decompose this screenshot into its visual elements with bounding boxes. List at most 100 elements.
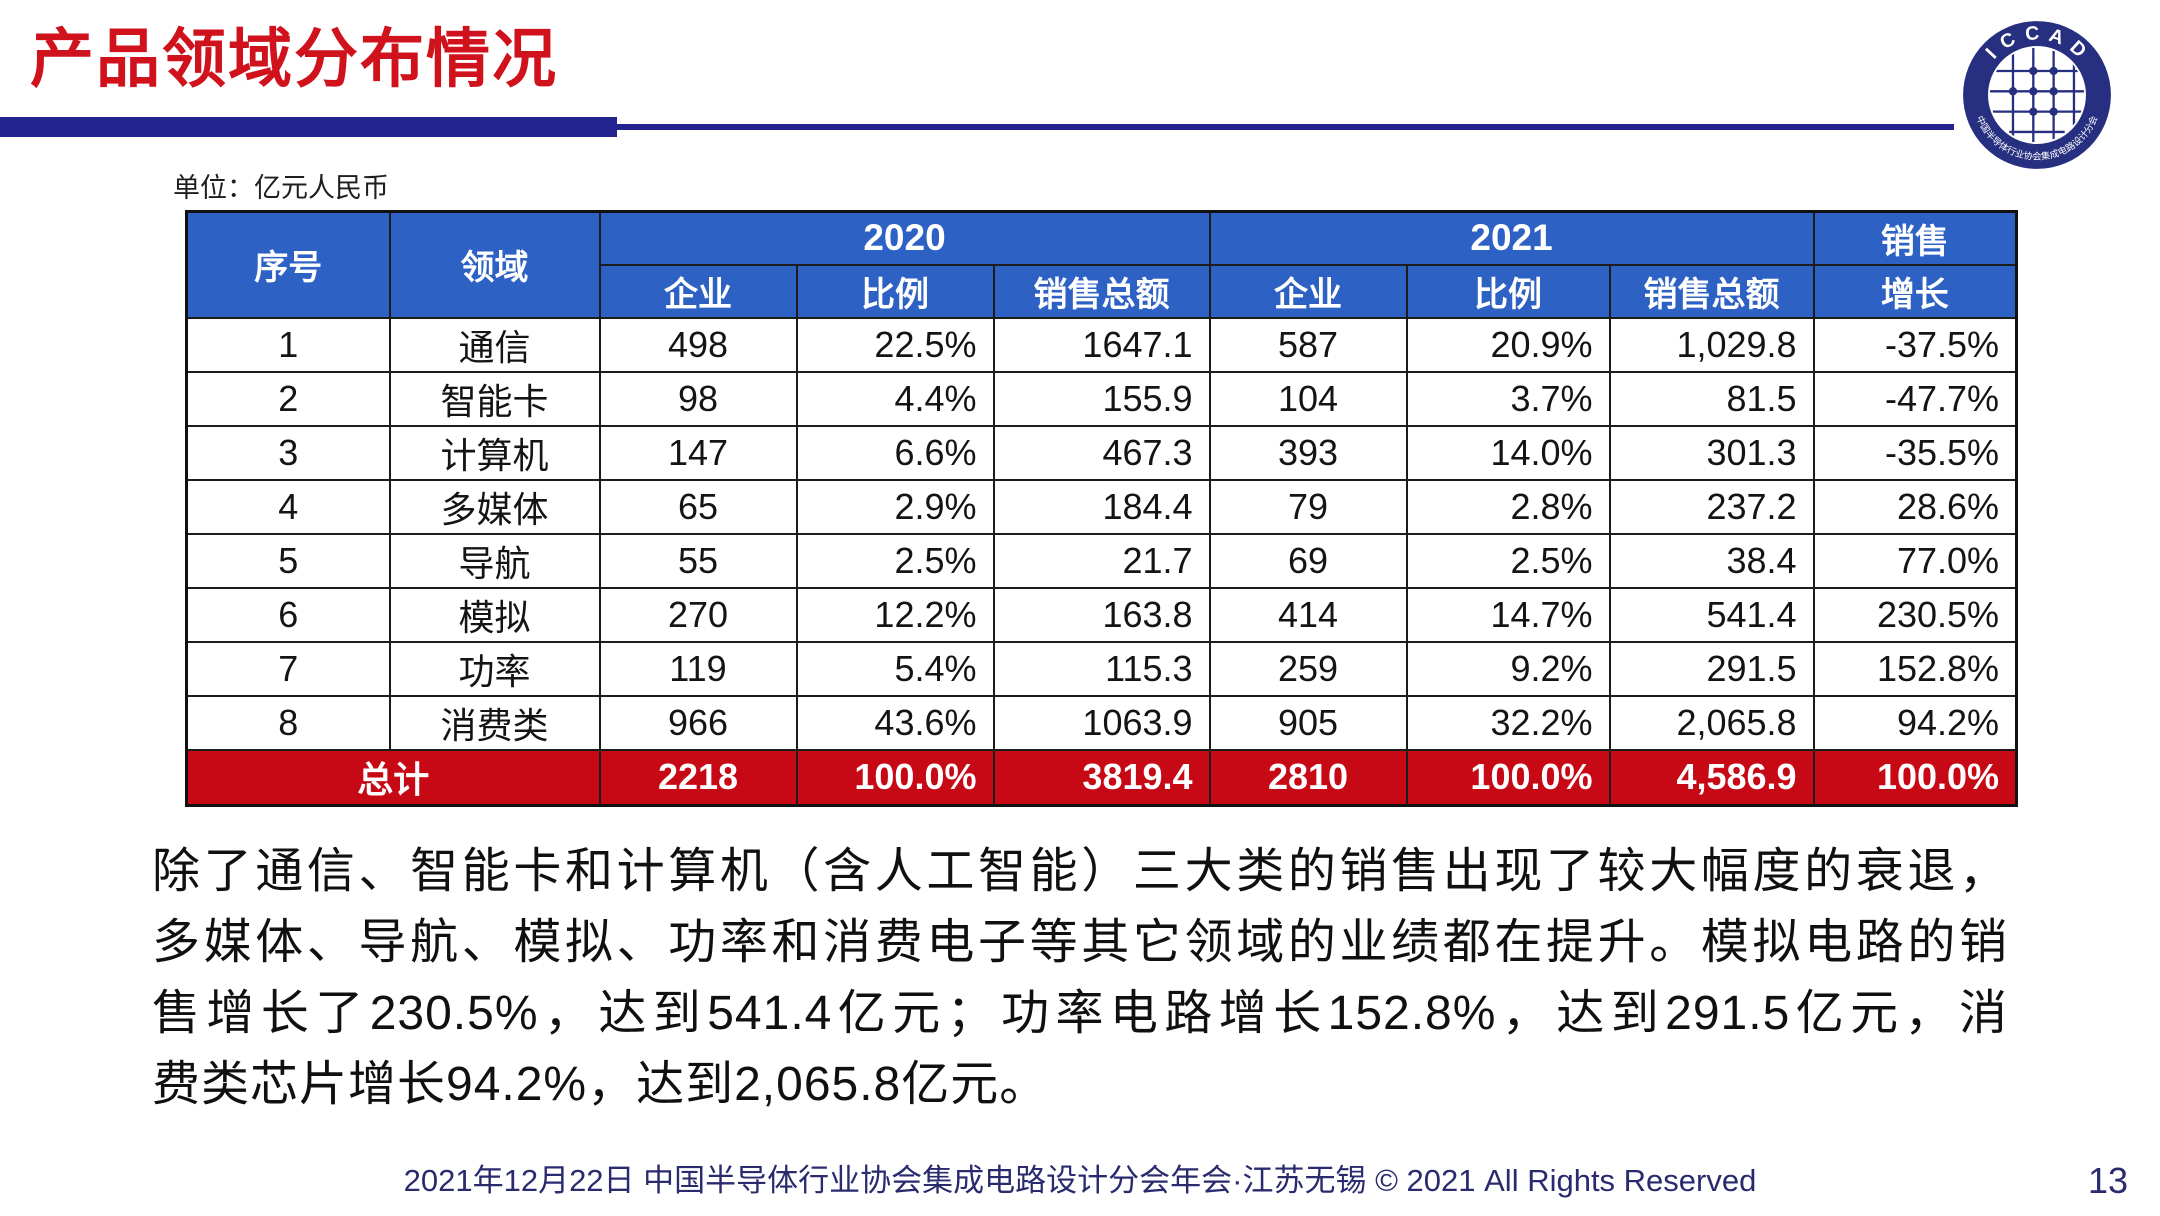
cell-field: 功率: [388, 640, 601, 697]
table-row: 2 智能卡 98 4.4% 155.9 104 3.7% 81.5 -47.7%: [185, 370, 2018, 427]
total-sales-2021: 4,586.9: [1608, 748, 1815, 806]
body-line: 除了通信、智能卡和计算机（含人工智能）三大类的销售出现了较大幅度的衰退，: [152, 845, 2008, 898]
cell-growth: 77.0%: [1812, 532, 2018, 589]
iccad-logo: I C C A D 中国半导体行业协会集成电路设计分会: [1963, 21, 2111, 169]
unit-label: 单位：亿元人民币: [173, 173, 389, 203]
cell-company-2020: 966: [598, 694, 798, 751]
cell-ratio-2021: 2.8%: [1405, 478, 1611, 535]
cell-field: 计算机: [388, 424, 601, 481]
header-company-2020: 企业: [598, 263, 798, 319]
total-label: 总计: [185, 748, 601, 806]
body-line: 多媒体、导航、模拟、功率和消费电子等其它领域的业绩都在提升。模拟电路的销: [152, 916, 2008, 969]
cell-growth: -35.5%: [1812, 424, 2018, 481]
cell-ratio-2021: 32.2%: [1405, 694, 1611, 751]
cell-index: 2: [185, 370, 391, 427]
table-row: 7 功率 119 5.4% 115.3 259 9.2% 291.5 152.8…: [185, 640, 2018, 697]
cell-sales-2020: 115.3: [992, 640, 1211, 697]
cell-ratio-2020: 43.6%: [795, 694, 995, 751]
cell-index: 5: [185, 532, 391, 589]
cell-ratio-2020: 12.2%: [795, 586, 995, 643]
cell-index: 6: [185, 586, 391, 643]
cell-field: 通信: [388, 316, 601, 373]
cell-ratio-2020: 6.6%: [795, 424, 995, 481]
cell-growth: 152.8%: [1812, 640, 2018, 697]
cell-ratio-2020: 2.5%: [795, 532, 995, 589]
cell-sales-2020: 163.8: [992, 586, 1211, 643]
cell-company-2020: 498: [598, 316, 798, 373]
total-ratio-2020: 100.0%: [795, 748, 995, 806]
cell-company-2021: 414: [1208, 586, 1408, 643]
cell-company-2021: 393: [1208, 424, 1408, 481]
header-index: 序号: [185, 210, 391, 319]
cell-company-2021: 104: [1208, 370, 1408, 427]
header-sales-2020: 销售总额: [992, 263, 1211, 319]
cell-index: 8: [185, 694, 391, 751]
cell-sales-2021: 81.5: [1608, 370, 1815, 427]
total-company-2021: 2810: [1208, 748, 1408, 806]
cell-company-2020: 98: [598, 370, 798, 427]
cell-field: 导航: [388, 532, 601, 589]
cell-sales-2020: 155.9: [992, 370, 1211, 427]
cell-field: 模拟: [388, 586, 601, 643]
table-row: 4 多媒体 65 2.9% 184.4 79 2.8% 237.2 28.6%: [185, 478, 2018, 535]
cell-sales-2020: 1063.9: [992, 694, 1211, 751]
cell-index: 1: [185, 316, 391, 373]
cell-company-2020: 119: [598, 640, 798, 697]
cell-ratio-2021: 14.7%: [1405, 586, 1611, 643]
cell-growth: -37.5%: [1812, 316, 2018, 373]
total-growth: 100.0%: [1812, 748, 2018, 806]
table-total-row: 总计 2218 100.0% 3819.4 2810 100.0% 4,586.…: [185, 748, 2018, 806]
cell-sales-2021: 291.5: [1608, 640, 1815, 697]
header-sales-2021: 销售总额: [1608, 263, 1815, 319]
cell-company-2021: 79: [1208, 478, 1408, 535]
title-divider-line: [617, 124, 1954, 130]
header-year-2021: 2021: [1208, 210, 1815, 266]
body-line: 费类芯片增长94.2%，达到2,065.8亿元。: [152, 1058, 1049, 1111]
cell-company-2020: 65: [598, 478, 798, 535]
cell-ratio-2021: 2.5%: [1405, 532, 1611, 589]
cell-company-2021: 69: [1208, 532, 1408, 589]
cell-company-2020: 270: [598, 586, 798, 643]
header-growth-top: 销售: [1812, 210, 2018, 266]
header-ratio-2020: 比例: [795, 263, 995, 319]
cell-company-2021: 905: [1208, 694, 1408, 751]
cell-sales-2020: 1647.1: [992, 316, 1211, 373]
total-ratio-2021: 100.0%: [1405, 748, 1611, 806]
cell-growth: 94.2%: [1812, 694, 2018, 751]
total-sales-2020: 3819.4: [992, 748, 1211, 806]
cell-field: 多媒体: [388, 478, 601, 535]
distribution-table: 序号 领域 2020 2021 销售 企业 比例 销售总额 企业 比例 销售总额…: [185, 210, 2019, 807]
cell-growth: 28.6%: [1812, 478, 2018, 535]
footer-text: 2021年12月22日 中国半导体行业协会集成电路设计分会年会·江苏无锡 © 2…: [403, 1163, 1757, 1198]
cell-sales-2021: 541.4: [1608, 586, 1815, 643]
cell-sales-2020: 184.4: [992, 478, 1211, 535]
cell-sales-2021: 38.4: [1608, 532, 1815, 589]
cell-sales-2021: 301.3: [1608, 424, 1815, 481]
cell-growth: -47.7%: [1812, 370, 2018, 427]
cell-sales-2020: 467.3: [992, 424, 1211, 481]
body-paragraph: 除了通信、智能卡和计算机（含人工智能）三大类的销售出现了较大幅度的衰退， 多媒体…: [152, 836, 2008, 1120]
header-company-2021: 企业: [1208, 263, 1408, 319]
cell-index: 4: [185, 478, 391, 535]
header-ratio-2021: 比例: [1405, 263, 1611, 319]
title-divider-bar: [0, 117, 617, 137]
cell-ratio-2021: 3.7%: [1405, 370, 1611, 427]
header-year-2020: 2020: [598, 210, 1211, 266]
cell-company-2021: 259: [1208, 640, 1408, 697]
cell-ratio-2020: 4.4%: [795, 370, 995, 427]
page-title: 产品领域分布情况: [30, 23, 558, 95]
cell-ratio-2021: 20.9%: [1405, 316, 1611, 373]
table-row: 8 消费类 966 43.6% 1063.9 905 32.2% 2,065.8…: [185, 694, 2018, 751]
cell-index: 7: [185, 640, 391, 697]
cell-sales-2021: 237.2: [1608, 478, 1815, 535]
cell-sales-2021: 1,029.8: [1608, 316, 1815, 373]
cell-field: 智能卡: [388, 370, 601, 427]
cell-ratio-2020: 5.4%: [795, 640, 995, 697]
cell-sales-2021: 2,065.8: [1608, 694, 1815, 751]
header-field: 领域: [388, 210, 601, 319]
body-line: 售增长了230.5%，达到541.4亿元；功率电路增长152.8%，达到291.…: [152, 987, 2008, 1040]
header-growth-bottom: 增长: [1812, 263, 2018, 319]
total-company-2020: 2218: [598, 748, 798, 806]
cell-field: 消费类: [388, 694, 601, 751]
